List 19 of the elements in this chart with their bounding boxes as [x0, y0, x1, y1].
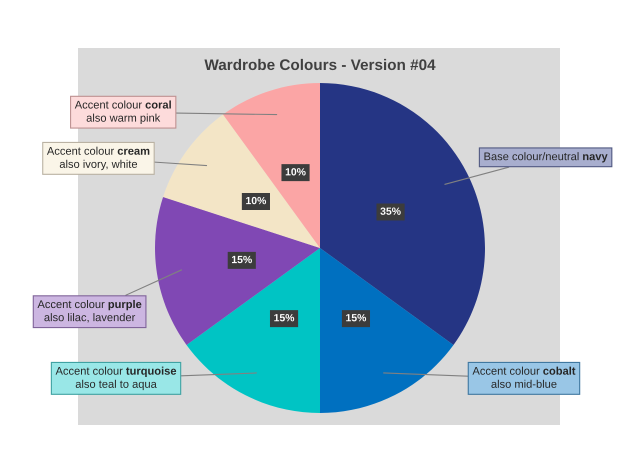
slice-label: Base colour/neutral navy	[484, 152, 608, 162]
slice-label: Accent colour coral also warm pink	[74, 100, 171, 124]
chart-title: Wardrobe Colours - Version #04	[204, 58, 436, 70]
slice-label: Accent colour purple also lilac, lavender	[37, 300, 142, 323]
data-label: 10%	[246, 196, 266, 204]
slice-label: Accent colour cobalt also mid-blue	[472, 366, 576, 388]
slice-label: Accent colour cream also ivory, white	[46, 146, 150, 170]
pie-slice	[320, 248, 454, 413]
slice-label: Accent colour turquoise also teal to aqua	[56, 366, 176, 390]
pie-slice	[223, 83, 320, 248]
pie-slice	[320, 83, 485, 345]
data-label: 10%	[286, 168, 306, 176]
pie-slice	[186, 248, 320, 413]
pie-slice	[163, 114, 320, 248]
data-label: 35%	[380, 207, 401, 215]
data-label: 15%	[346, 314, 366, 322]
pie-slice	[155, 197, 320, 345]
data-label: 15%	[274, 314, 294, 322]
data-label: 15%	[232, 256, 252, 264]
